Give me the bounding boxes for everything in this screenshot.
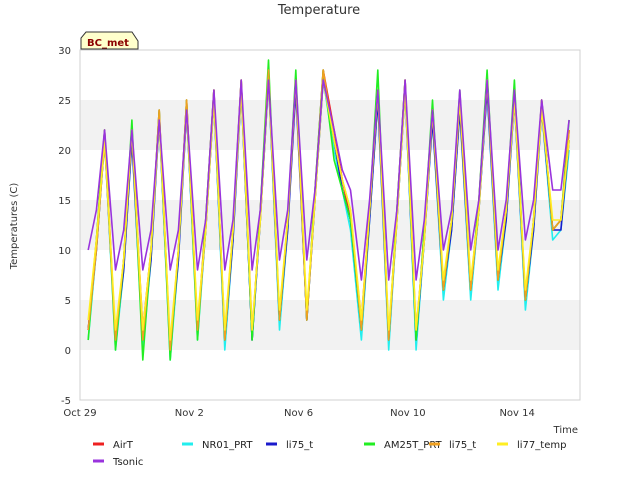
plot-band-lower [80,300,580,350]
y-tick-label: -5 [61,396,71,407]
legend-label: Tsonic [112,457,143,468]
y-axis: -5 0 5 10 15 20 25 30 [58,46,71,407]
x-axis: Oct 29 Nov 2 Nov 6 Nov 10 Nov 14 [63,408,534,419]
legend-label: AM25T_PRT [384,440,443,451]
series-line [87,79,570,281]
legend-item: NR01_PRT [182,440,253,451]
y-tick-label: 20 [58,146,71,157]
legend-label: NR01_PRT [202,440,253,451]
chart-title: Temperature [277,3,360,18]
x-tick-label: Oct 29 [63,408,96,419]
x-tick-label: Nov 14 [499,408,534,419]
x-axis-label: Time [553,425,578,436]
legend-item: AirT [93,440,134,451]
legend-item: AM25T_PRT [364,440,443,451]
badge-box [80,31,139,50]
x-tick-label: Nov 10 [390,408,425,419]
legend-item: li75_t [266,440,313,451]
legend-item: Tsonic [93,457,143,468]
x-tick-label: Nov 2 [175,408,204,419]
legend-item: li75_t [429,440,476,451]
legend-label: li77_temp [517,440,566,451]
y-tick-label: 10 [58,246,71,257]
badge-label: BC_met [87,38,129,49]
legend-label: AirT [113,440,134,451]
station-badge: BC_met [80,31,139,50]
y-tick-label: 30 [58,46,71,57]
y-tick-label: 5 [65,296,71,307]
y-tick-label: 25 [58,96,71,107]
plot-area [79,49,581,401]
y-tick-label: 0 [65,346,71,357]
legend-label: li75_t [286,440,313,451]
y-tick-label: 15 [58,196,71,207]
x-tick-label: Nov 6 [284,408,313,419]
series-layer [87,59,570,361]
legend-item: li77_temp [497,440,566,451]
legend: AirT NR01_PRT li75_t AM25T_PRT li75_t li77_te… [93,440,566,468]
y-axis-label: Temperatures (C) [9,183,20,271]
legend-label: li75_t [449,440,476,451]
plot-frame [79,49,581,401]
